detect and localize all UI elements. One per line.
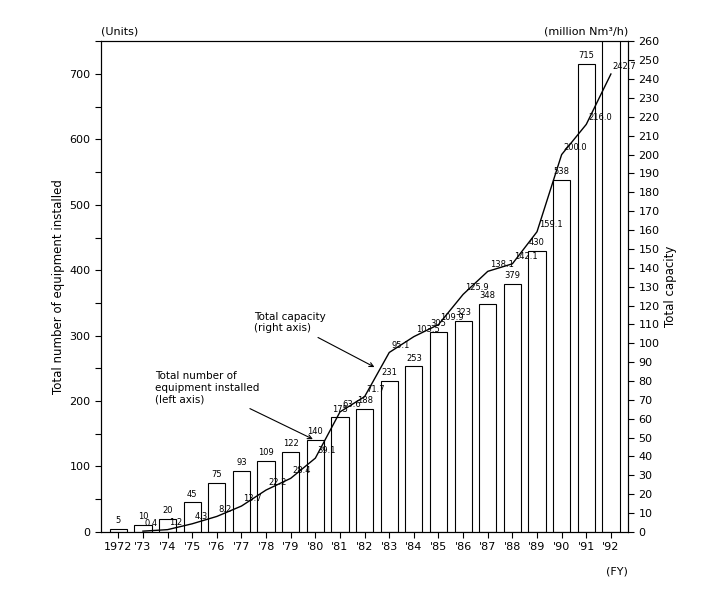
- Text: 28.4: 28.4: [292, 466, 311, 476]
- Text: 200.0: 200.0: [564, 143, 587, 152]
- Bar: [455, 321, 471, 532]
- Text: 4.3: 4.3: [194, 512, 207, 521]
- Text: Total number of
equipment installed
(left axis): Total number of equipment installed (lef…: [155, 371, 312, 439]
- Text: 323: 323: [455, 308, 471, 317]
- Bar: [282, 452, 300, 532]
- Bar: [159, 519, 176, 532]
- Text: 71.7: 71.7: [367, 385, 386, 394]
- Text: 5: 5: [116, 516, 121, 525]
- Bar: [258, 460, 274, 532]
- Bar: [504, 284, 521, 532]
- Bar: [430, 332, 447, 532]
- Bar: [479, 304, 497, 532]
- Text: (Units): (Units): [101, 27, 139, 37]
- Bar: [134, 525, 152, 532]
- Text: 175: 175: [332, 404, 348, 414]
- Text: 188: 188: [357, 396, 373, 405]
- Bar: [405, 366, 422, 532]
- Bar: [578, 64, 595, 532]
- Bar: [529, 251, 546, 532]
- Bar: [183, 502, 201, 532]
- Text: 242.7: 242.7: [613, 62, 637, 71]
- Y-axis label: Total number of equipment installed: Total number of equipment installed: [53, 179, 66, 394]
- Text: 13.7: 13.7: [243, 494, 262, 503]
- Bar: [356, 409, 373, 532]
- Text: 231: 231: [381, 368, 397, 377]
- Bar: [553, 180, 570, 532]
- Text: 45: 45: [187, 489, 197, 499]
- Text: 216.0: 216.0: [588, 112, 612, 122]
- Text: 63.6: 63.6: [342, 400, 361, 409]
- Text: (million Nm³/h): (million Nm³/h): [544, 27, 628, 37]
- Text: 95.1: 95.1: [391, 340, 409, 350]
- Text: Total capacity
(right axis): Total capacity (right axis): [253, 312, 373, 366]
- Text: 122: 122: [283, 439, 299, 448]
- Text: 8.2: 8.2: [219, 505, 232, 514]
- Text: 142.1: 142.1: [514, 252, 538, 261]
- Bar: [233, 471, 250, 532]
- Text: 125.9: 125.9: [465, 282, 489, 291]
- Text: 109.9: 109.9: [440, 313, 464, 322]
- Bar: [307, 440, 324, 532]
- Text: 538: 538: [554, 167, 570, 176]
- Text: 22.2: 22.2: [268, 478, 287, 487]
- Text: 10: 10: [138, 512, 148, 521]
- Text: 305: 305: [430, 320, 446, 329]
- Text: 140: 140: [308, 427, 323, 436]
- Bar: [602, 0, 619, 532]
- Text: 159.1: 159.1: [539, 220, 562, 229]
- Text: 103.5: 103.5: [416, 325, 440, 334]
- Text: 348: 348: [479, 291, 496, 300]
- Text: 430: 430: [529, 238, 545, 246]
- Text: 20: 20: [162, 506, 173, 515]
- Text: 253: 253: [406, 353, 422, 362]
- Text: 75: 75: [212, 470, 222, 479]
- Text: 138.1: 138.1: [490, 259, 513, 268]
- Bar: [380, 381, 398, 532]
- Text: 379: 379: [505, 271, 521, 280]
- Text: 93: 93: [236, 458, 247, 467]
- Y-axis label: Total capacity: Total capacity: [664, 246, 677, 327]
- Bar: [208, 483, 225, 532]
- Text: 0.4: 0.4: [145, 519, 158, 528]
- Text: 715: 715: [578, 51, 594, 60]
- Text: 109: 109: [258, 448, 274, 457]
- Bar: [331, 417, 349, 532]
- Text: (FY): (FY): [606, 566, 628, 576]
- Text: 1.2: 1.2: [170, 518, 183, 527]
- Text: 39.1: 39.1: [318, 446, 336, 455]
- Bar: [110, 528, 127, 532]
